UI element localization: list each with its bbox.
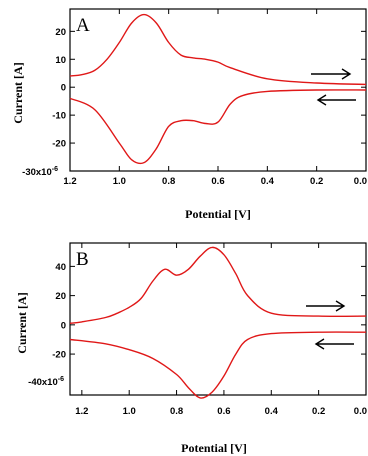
panel-a-reverse-arrow xyxy=(316,94,356,106)
panel-b-y-tick-label: 40 xyxy=(55,262,66,273)
panel-b-reverse-arrow xyxy=(314,338,354,350)
panel-a-x-tick-label: 0.2 xyxy=(310,176,323,187)
panel-a-x-tick-label: 0.0 xyxy=(354,176,367,187)
panel-a-series-reverse-line xyxy=(69,89,367,165)
panel-a-x-ticks: 1.2 1.0 0.8 0.6 0.4 0.2 0.0 xyxy=(63,9,367,187)
panel-b-x-ticks: 1.2 1.0 0.8 0.6 0.4 0.2 0.0 xyxy=(75,243,367,417)
panel-b-label: B xyxy=(76,249,89,270)
panel-b-x-tick-label: 0.6 xyxy=(217,406,230,417)
panel-b-y-exponent: -40x10-6 xyxy=(28,376,64,388)
panel-b-y-axis-label: Current [A] xyxy=(15,292,29,353)
panel-b-x-tick-label: 0.0 xyxy=(354,406,367,417)
panel-a-curves xyxy=(69,13,367,165)
panel-a-forward-arrow xyxy=(311,68,352,80)
panel-a-x-tick-label: 0.4 xyxy=(261,176,275,187)
panel-b: 40 20 0 -20 1.2 1.0 0.8 0.6 0.4 0.2 0.0 B -40x10-… xyxy=(15,242,367,455)
panel-b-y-ticks: 40 20 0 -20 xyxy=(52,262,366,361)
panel-b-frame xyxy=(69,242,367,396)
panel-a-y-exponent: -30x10-6 xyxy=(22,166,58,178)
panel-b-y-tick-label: 20 xyxy=(55,291,66,302)
panel-a-y-tick-label: 20 xyxy=(55,27,66,38)
panel-b-x-tick-label: 0.2 xyxy=(312,406,325,417)
panel-a-label: A xyxy=(76,15,90,36)
panel-b-y-tick-label: -20 xyxy=(52,350,66,361)
panel-a-y-tick-label: 10 xyxy=(55,55,66,66)
panel-a-y-tick-label: -20 xyxy=(52,139,66,150)
panel-a-y-axis-label: Current [A] xyxy=(11,62,25,123)
panel-b-x-axis-label: Potential [V] xyxy=(181,441,247,455)
panel-b-x-tick-label: 1.2 xyxy=(75,406,88,417)
panel-a-x-tick-label: 1.2 xyxy=(63,176,76,187)
panel-b-series-forward-line xyxy=(69,246,367,325)
panel-b-y-tick-label: 0 xyxy=(61,320,66,331)
panel-a-x-axis-label: Potential [V] xyxy=(185,207,251,221)
panel-b-x-tick-label: 0.4 xyxy=(265,406,279,417)
panel-a: 20 10 0 -10 -20 1.2 1.0 0.8 0.6 0.4 0.2 0.0 A -30x… xyxy=(11,8,367,221)
panel-a-y-tick-label: -10 xyxy=(52,111,66,122)
panel-a-series-forward-line xyxy=(69,13,367,86)
panel-a-x-tick-label: 1.0 xyxy=(113,176,126,187)
panel-a-x-tick-label: 0.6 xyxy=(211,176,224,187)
panel-b-curves xyxy=(69,246,367,399)
panel-b-x-tick-label: 1.0 xyxy=(123,406,136,417)
panel-a-x-tick-label: 0.8 xyxy=(162,176,175,187)
panel-a-y-ticks: 20 10 0 -10 -20 xyxy=(52,27,366,150)
panel-b-series-reverse-line xyxy=(69,331,367,399)
panel-b-x-tick-label: 0.8 xyxy=(170,406,183,417)
panel-a-y-tick-label: 0 xyxy=(61,83,66,94)
panel-b-forward-arrow xyxy=(306,300,346,312)
